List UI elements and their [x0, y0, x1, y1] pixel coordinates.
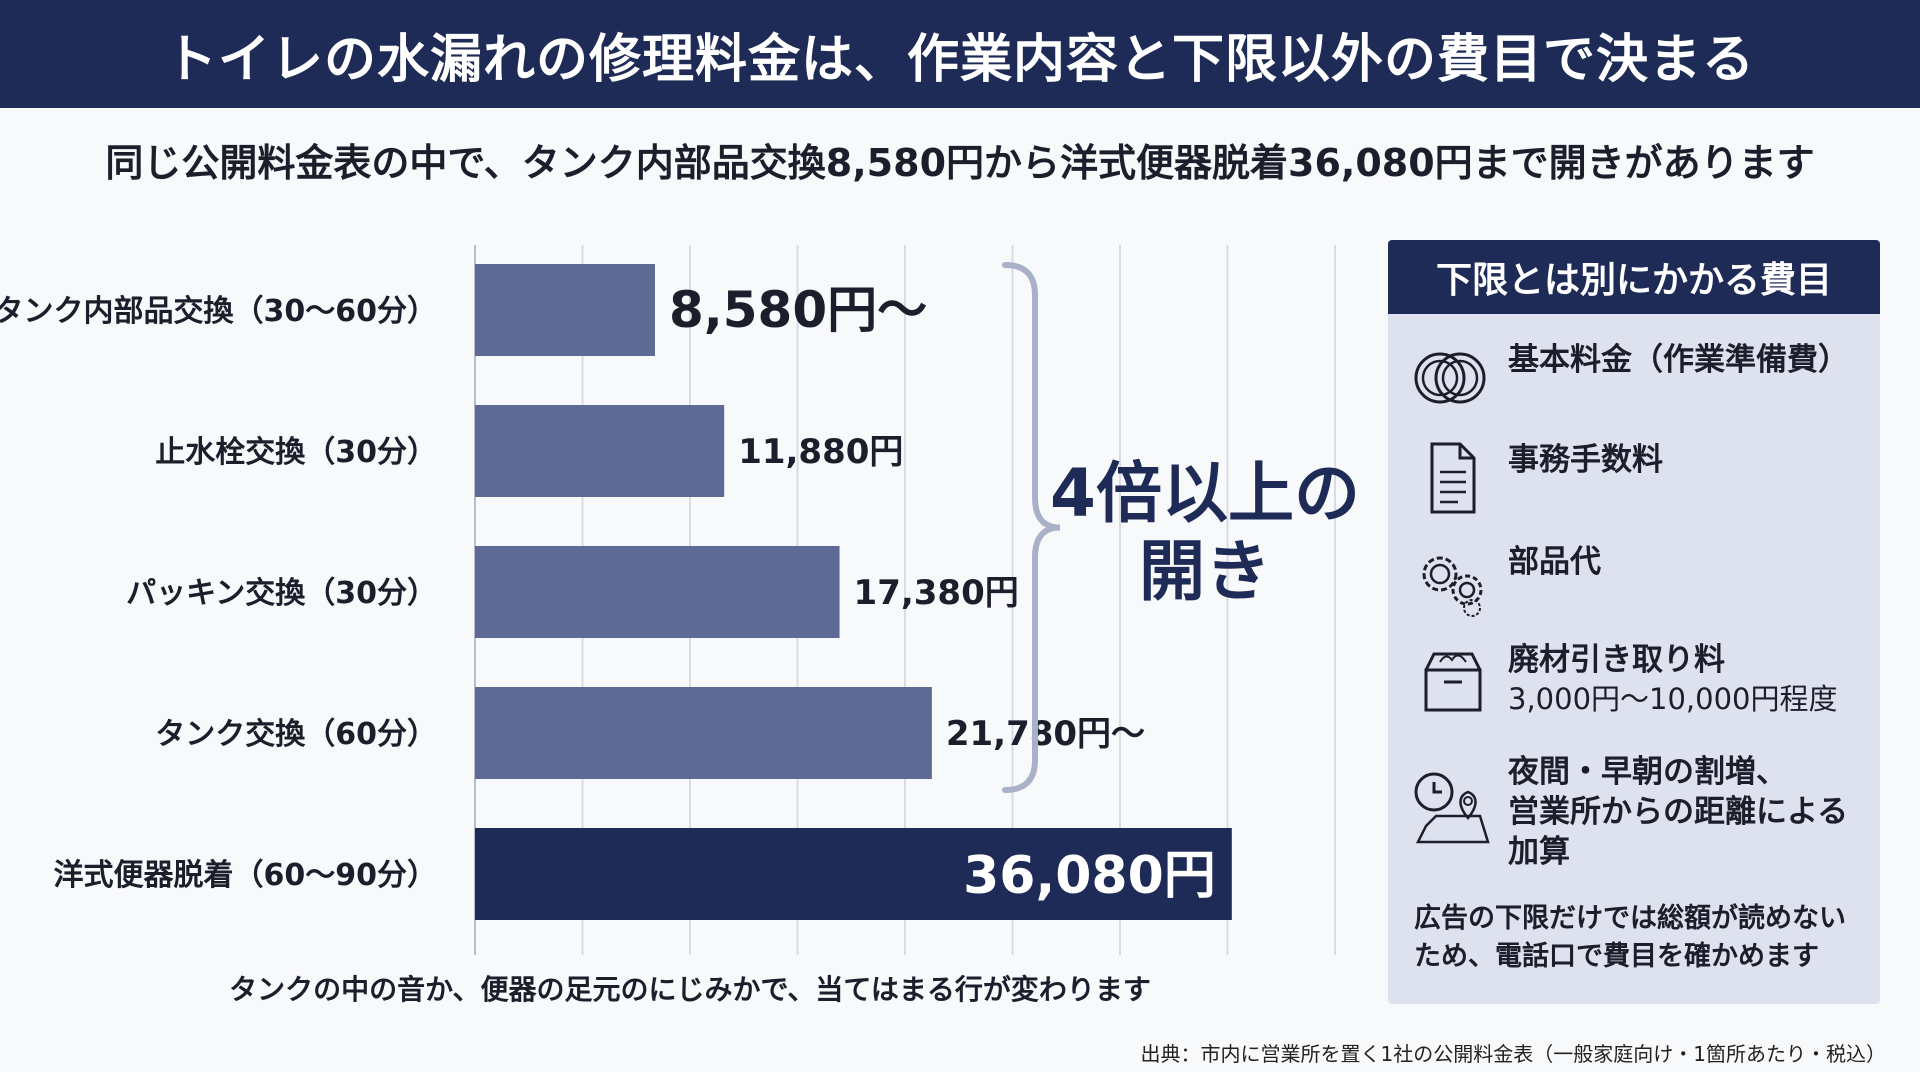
value-label: 21,780円〜	[946, 714, 1145, 754]
category-label: 止水栓交換（30分）	[155, 435, 437, 470]
fee-item-label: 夜間・早朝の割増、	[1508, 754, 1787, 790]
fee-item-parts: 部品代	[1412, 542, 1872, 618]
fee-item-admin: 事務手数料	[1412, 440, 1872, 516]
clock-map-icon	[1412, 770, 1494, 846]
panel-note-line: 広告の下限だけでは総額が読めない	[1414, 903, 1846, 934]
subtitle: 同じ公開料金表の中で、タンク内部品交換8,580円から洋式便器脱着36,080円…	[105, 141, 1815, 185]
range-callout-line-2: 開き	[1139, 533, 1271, 610]
value-label: 17,380円	[854, 573, 1019, 613]
panel-note: 広告の下限だけでは総額が読めない ため、電話口で費目を確かめます	[1414, 900, 1864, 976]
fee-item-label: 部品代	[1508, 544, 1601, 580]
panel-note-line: ため、電話口で費目を確かめます	[1414, 941, 1819, 972]
fee-item-detail: 3,000円〜10,000円程度	[1508, 682, 1838, 716]
panel-header: 下限とは別にかかる費目	[1388, 240, 1880, 314]
bar	[475, 264, 655, 356]
panel-title: 下限とは別にかかる費目	[1435, 260, 1832, 301]
fee-item-label: 廃材引き取り料	[1508, 642, 1725, 678]
value-label: 11,880円	[738, 432, 903, 472]
fee-item-surcharge: 夜間・早朝の割増、 営業所からの距離による 加算	[1412, 752, 1872, 872]
category-label: タンク交換（60分）	[155, 717, 437, 752]
value-label: 36,080円	[963, 846, 1216, 906]
coins-icon	[1412, 340, 1494, 416]
bar	[475, 687, 932, 779]
fee-item-label: 基本料金（作業準備費）	[1508, 342, 1849, 378]
fee-item-label: 事務手数料	[1508, 442, 1663, 478]
range-callout-line-1: 4倍以上の	[1050, 455, 1360, 532]
bottom-note: タンクの中の音か、便器の足元のにじみかで、当てはまる行が変わります	[229, 973, 1151, 1006]
source-note: 出典：市内に営業所を置く1社の公開料金表（一般家庭向け・1箇所あたり・税込）	[1140, 1042, 1886, 1066]
document-icon	[1412, 440, 1494, 516]
fee-item-basic: 基本料金（作業準備費）	[1412, 340, 1872, 416]
category-label: タンク内部品交換（30〜60分）	[0, 294, 437, 329]
value-label: 8,580円〜	[669, 281, 927, 339]
category-label: 洋式便器脱着（60〜90分）	[54, 858, 438, 893]
fee-item-detail: 加算	[1508, 834, 1570, 870]
extra-fees-panel: 下限とは別にかかる費目 基本料金（作業準備費） 事務手数料	[1388, 240, 1880, 1004]
bar	[475, 405, 725, 497]
title-bar: トイレの水漏れの修理料金は、作業内容と下限以外の費目で決まる	[0, 0, 1920, 108]
bar	[475, 828, 1232, 920]
disposal-box-icon	[1412, 640, 1494, 716]
range-callout: 4倍以上の 開き	[1040, 455, 1370, 611]
fee-item-disposal: 廃材引き取り料 3,000円〜10,000円程度	[1412, 640, 1872, 718]
bar	[475, 546, 840, 638]
range-brace	[1002, 262, 1061, 793]
page-title: トイレの水漏れの修理料金は、作業内容と下限以外の費目で決まる	[164, 29, 1755, 90]
gears-icon	[1412, 542, 1494, 618]
category-label: パッキン交換（30分）	[126, 576, 437, 611]
fee-item-detail: 営業所からの距離による	[1508, 794, 1849, 830]
